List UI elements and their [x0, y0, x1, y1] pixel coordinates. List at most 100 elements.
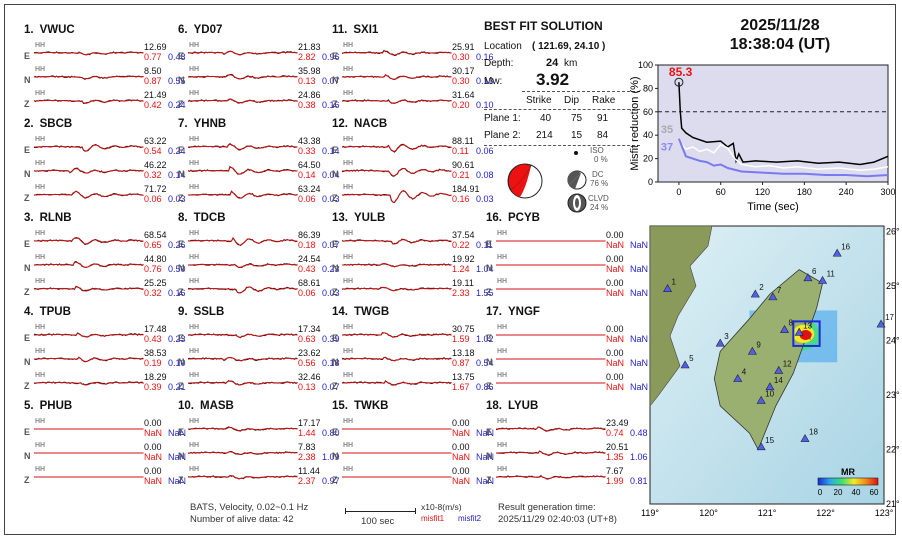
channel-label: HH: [189, 418, 200, 425]
channel-label: HH: [189, 160, 200, 167]
component-row: E HH 17.48 0.43 0.23: [20, 324, 186, 346]
waveform-trace: [496, 358, 606, 360]
misfit1-value: 2.82: [298, 52, 316, 62]
component-label: N: [332, 169, 339, 179]
waveform-trace: [342, 167, 452, 177]
waveform-trace: [342, 143, 452, 153]
station-name: TWKB: [354, 400, 389, 412]
station-name: PHUB: [39, 400, 73, 412]
station-panel: 8. TDCB E HH 86.39 0.18 0.07 N HH 24.54 0.43 0.23 Z H…: [174, 212, 340, 310]
channel-label: HH: [497, 324, 508, 331]
synthetic-trace: [188, 451, 298, 455]
misfit2-value: 0.07: [322, 240, 340, 250]
x-tick-label: 240: [839, 187, 854, 197]
waveform-trace: [34, 75, 144, 80]
y-tick-label: 0: [648, 177, 653, 187]
amplitude-value: 88.11: [452, 136, 474, 146]
misfit1-value: 0.87: [144, 76, 162, 86]
channel-label: HH: [497, 348, 508, 355]
synthetic-trace: [188, 286, 298, 294]
location-label: Location: [484, 41, 522, 52]
channel-label: HH: [497, 278, 508, 285]
amplitude-value: 71.72: [144, 184, 167, 194]
channel-label: HH: [343, 324, 354, 331]
misfit1-value: 1.35: [606, 452, 624, 462]
channel-label: HH: [35, 372, 46, 379]
channel-label: HH: [189, 42, 200, 49]
x-tick-label: 300: [880, 187, 895, 197]
station-number: 17.: [486, 306, 502, 318]
waveform-trace: [496, 334, 606, 336]
channel-label: HH: [35, 230, 46, 237]
figure-frame: [4, 4, 896, 535]
synthetic-trace: [34, 99, 144, 104]
amplitude-value: 7.83: [298, 442, 316, 452]
misfit1-value: NaN: [452, 428, 471, 438]
station-title: 6. YD07: [178, 24, 222, 36]
synthetic-trace: [34, 381, 144, 386]
misfit1-value: 0.06: [298, 194, 316, 204]
component-label: N: [24, 451, 31, 461]
misfit1-value: 0.21: [452, 170, 470, 180]
plane2-dip: 15: [571, 130, 583, 141]
footer-network: BATS, Velocity, 0.02~0.1 Hz: [190, 502, 309, 513]
station-title: 17. YNGF: [486, 306, 540, 318]
misfit2-value: 0.39: [322, 334, 340, 344]
component-label: N: [178, 357, 185, 367]
station-marker-icon: [663, 284, 673, 292]
component-label: N: [486, 451, 493, 461]
synthetic-trace: [188, 98, 298, 104]
component-label: Z: [24, 287, 30, 297]
station-title: 16. PCYB: [486, 212, 540, 224]
waveform-trace: [188, 50, 298, 56]
amplitude-value: 0.00: [452, 418, 470, 428]
component-label: E: [486, 239, 493, 249]
channel-label: HH: [497, 418, 508, 425]
component-row: E HH 0.00 NaN NaN: [20, 418, 186, 440]
waveform-trace: [496, 382, 606, 384]
station-panel: 17. YNGF E HH 0.00 NaN NaN N HH 0.00 NaN NaN Z HH 0.00…: [482, 306, 648, 404]
station-number: 7.: [178, 118, 188, 130]
synthetic-trace: [34, 144, 144, 152]
component-row: N HH 38.53 0.19 0.10: [20, 348, 186, 370]
observed-trace: [496, 450, 606, 457]
component-label: E: [178, 145, 185, 155]
scale-label: 100 sec: [361, 516, 395, 527]
component-row: E HH 0.00 NaN NaN: [482, 324, 648, 346]
amplitude-value: 21.83: [298, 42, 321, 52]
amplitude-value: 68.54: [144, 230, 167, 240]
depth-unit: km: [564, 58, 578, 69]
station-panel: 12. NACB E HH 88.11 0.11 0.06 N HH 90.61 0.21 0.08 Z…: [328, 118, 494, 216]
station-number: 6.: [178, 24, 188, 36]
component-label: Z: [332, 381, 338, 391]
misfit2-value: NaN: [476, 476, 495, 486]
channel-label: HH: [343, 278, 354, 285]
best-fit-box: [792, 320, 821, 347]
misfit1-value: 0.77: [144, 52, 162, 62]
table-rule-2: [484, 109, 640, 110]
synthetic-trace: [34, 286, 144, 292]
station-marker-icon: [800, 433, 810, 442]
misfit1-value: NaN: [144, 476, 163, 486]
solution-heading: BEST FIT SOLUTION: [484, 19, 603, 33]
synthetic-trace: [188, 333, 298, 338]
component-row: E HH 86.39 0.18 0.07: [174, 230, 340, 252]
x-tick-label: 120: [755, 187, 770, 197]
misfit1-value: 0.06: [298, 288, 316, 298]
misfit2-value: 0.03: [168, 194, 186, 204]
scale-bar-tick-right: [415, 508, 416, 514]
result-time: 2025/11/29 02:40:03 (UT+8): [498, 514, 617, 525]
synthetic-trace: [342, 167, 452, 177]
misfit1-value: 0.18: [298, 240, 316, 250]
station-title: 9. SSLB: [178, 306, 224, 318]
waveform-trace: [342, 452, 452, 454]
plane2-label: Plane 2:: [484, 130, 521, 141]
misfit1-value: 0.65: [144, 240, 162, 250]
x-tick-label: 180: [797, 187, 812, 197]
component-label: Z: [24, 193, 30, 203]
component-label: N: [486, 263, 493, 273]
mainland-landmass: [649, 225, 713, 407]
misfit2-value: 0.48: [630, 428, 648, 438]
amplitude-value: 0.00: [606, 372, 624, 382]
misfit1-value: 0.30: [452, 52, 470, 62]
